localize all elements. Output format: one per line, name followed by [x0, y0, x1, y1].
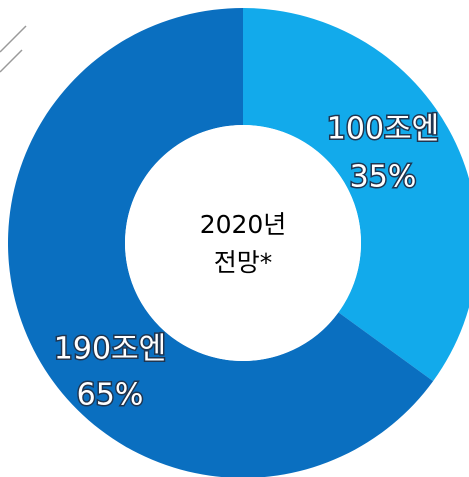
center-label: 2020년 [200, 210, 287, 239]
donut-hole [125, 125, 361, 361]
value-label: 65% [77, 378, 144, 413]
category-label: 100조엔 [327, 112, 439, 147]
pie-slice [8, 8, 434, 477]
pie-slice [243, 8, 469, 382]
decoration [0, 25, 27, 73]
category-label: 190조엔 [54, 332, 166, 367]
center-label: 전망* [214, 248, 273, 277]
value-label: 35% [350, 160, 417, 195]
